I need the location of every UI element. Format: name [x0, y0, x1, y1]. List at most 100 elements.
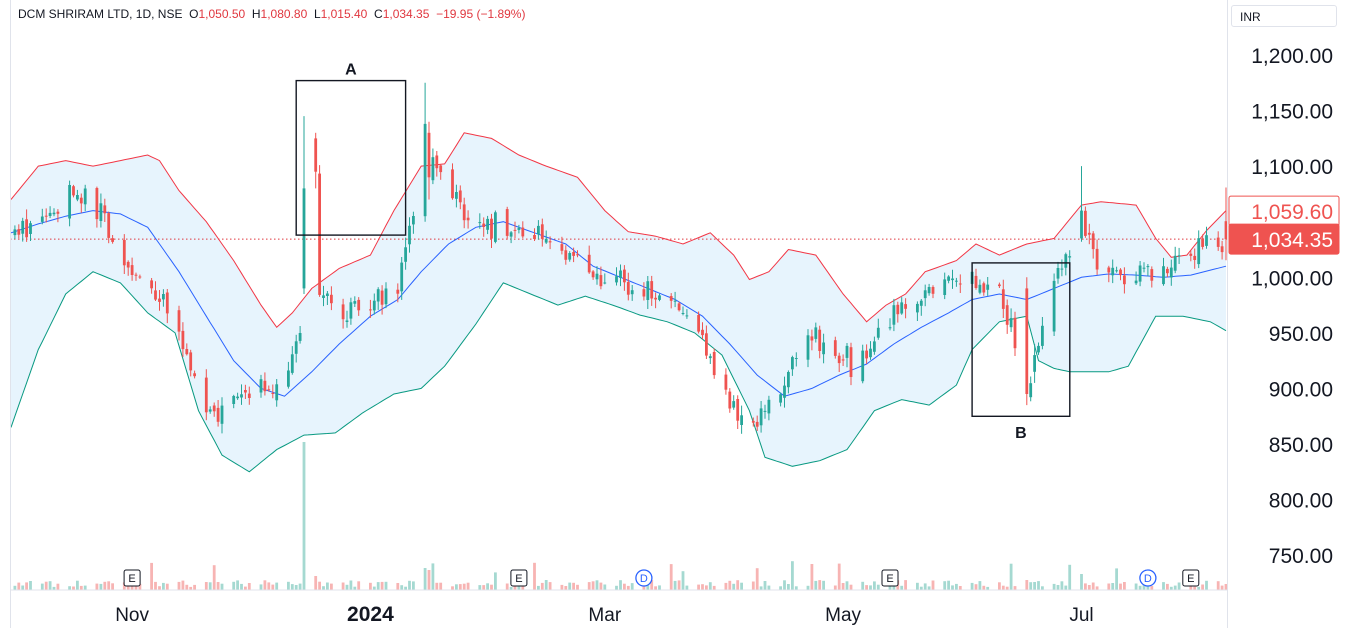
- volume-bar: [517, 584, 521, 590]
- candle-body: [376, 289, 380, 302]
- candle-body: [1134, 280, 1138, 284]
- candle-body: [244, 390, 247, 393]
- candle-body: [259, 379, 263, 393]
- volume-bar: [701, 584, 704, 590]
- volume-bar: [873, 581, 876, 590]
- volume-bar: [763, 581, 767, 590]
- candle-body: [576, 254, 579, 256]
- volume-bar: [623, 583, 626, 590]
- volume-bar: [822, 580, 825, 590]
- volume-bar: [755, 568, 759, 590]
- candle-body: [974, 275, 978, 288]
- candle-body: [21, 220, 25, 234]
- volume-bar: [455, 584, 458, 590]
- high-label: H: [251, 7, 261, 21]
- x-tick-label: Jul: [1069, 605, 1093, 626]
- volume-bar: [1001, 585, 1005, 590]
- volume-bar: [1216, 581, 1220, 590]
- volume-bar: [298, 583, 302, 590]
- volume-bar: [947, 580, 950, 590]
- volume-bar: [1193, 586, 1197, 590]
- event-label: E: [1187, 573, 1194, 585]
- volume-bar: [1138, 585, 1142, 590]
- volume-bar: [943, 581, 947, 590]
- volume-bar: [673, 580, 677, 590]
- volume-bar: [165, 583, 169, 590]
- volume-bar: [1033, 582, 1036, 590]
- candle-body: [341, 304, 345, 320]
- candle-body: [1084, 210, 1087, 236]
- candle-body: [1173, 255, 1177, 271]
- volume-bar: [52, 586, 56, 590]
- candle-body: [927, 287, 931, 294]
- candle-body: [1037, 345, 1040, 353]
- volume-bar: [247, 583, 251, 590]
- candle-body: [685, 315, 689, 317]
- volume-bar: [810, 564, 814, 590]
- volume-bar: [494, 572, 497, 590]
- y-tick-label: 850.00: [1269, 434, 1333, 457]
- volume-bar: [29, 581, 32, 590]
- volume-bar: [345, 584, 349, 590]
- candle-body: [240, 394, 243, 398]
- chart-header: DCM SHRIRAM LTD, 1D, NSE O1,050.50 H1,08…: [18, 7, 525, 21]
- candle-body: [955, 280, 958, 282]
- volume-bar: [970, 582, 974, 590]
- volume-bar: [927, 586, 931, 590]
- candle-body: [134, 274, 138, 276]
- candle-body: [1189, 253, 1193, 256]
- candle-body: [650, 281, 654, 299]
- candle-body: [728, 391, 732, 409]
- volume-bar: [40, 583, 44, 590]
- candle-body: [888, 327, 892, 329]
- candle-body: [759, 408, 763, 426]
- candle-body: [48, 212, 52, 216]
- volume-bar: [232, 581, 236, 590]
- candle-body: [1142, 267, 1146, 269]
- volume-bar: [1087, 585, 1091, 590]
- volume-bar: [48, 581, 52, 590]
- candle-body: [943, 279, 947, 295]
- volume-bar: [705, 585, 708, 590]
- volume-bar: [154, 581, 157, 590]
- volume-bar: [685, 585, 689, 590]
- candle-body: [490, 218, 493, 239]
- volume-bar: [220, 583, 224, 590]
- event-label: E: [128, 573, 135, 585]
- volume-bar: [408, 580, 411, 590]
- volume-bar: [1201, 584, 1204, 590]
- candle-body: [1224, 221, 1228, 240]
- candle-body: [982, 283, 986, 293]
- volume-bar: [1060, 581, 1064, 590]
- candle-body: [822, 342, 825, 355]
- candle-body: [99, 203, 103, 221]
- volume-bar: [955, 583, 958, 590]
- candle-body: [455, 192, 458, 199]
- candle-body: [537, 225, 540, 235]
- volume-bar: [568, 582, 572, 590]
- volume-bar: [181, 580, 185, 590]
- candle-body: [294, 341, 298, 354]
- candle-body: [724, 374, 728, 390]
- candle-body: [919, 300, 923, 306]
- volume-bar: [591, 581, 595, 590]
- currency-selector[interactable]: INR: [1231, 5, 1337, 27]
- candle-body: [751, 420, 755, 423]
- volume-bar: [587, 582, 591, 590]
- candle-body: [290, 354, 294, 373]
- candle-body: [1193, 255, 1197, 260]
- y-tick-label: 800.00: [1269, 490, 1333, 513]
- candle-body: [236, 396, 239, 399]
- annotation-box: [295, 79, 407, 236]
- candle-body: [806, 335, 810, 360]
- earnings-event-icon: [510, 569, 528, 587]
- candle-body: [642, 289, 646, 297]
- y-tick-label: 1,200.00: [1251, 45, 1333, 68]
- candle-body: [787, 372, 790, 388]
- volume-bar: [533, 562, 536, 590]
- candle-body: [1056, 268, 1060, 279]
- volume-bar: [849, 584, 853, 590]
- volume-bar: [431, 563, 435, 590]
- volume-bar: [1037, 581, 1040, 590]
- candle-body: [220, 405, 224, 424]
